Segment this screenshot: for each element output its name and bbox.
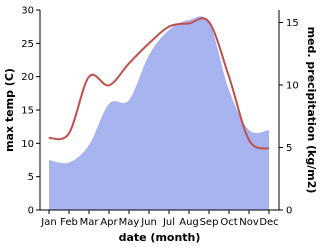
x-tick-label: May: [119, 217, 140, 228]
y-axis-label: max temp (C): [3, 68, 16, 152]
x-tick-label: Dec: [259, 217, 278, 228]
x-tick-label: Nov: [239, 217, 259, 228]
y2-axis-label: med. precipitation (kg/m2): [305, 27, 318, 194]
y-tick-label: 20: [21, 72, 34, 83]
precip-area: [49, 16, 269, 210]
x-tick-label: Jun: [140, 217, 157, 228]
x-axis-label: date (month): [119, 231, 201, 244]
x-tick-label: Sep: [200, 217, 219, 228]
y-tick-label: 10: [21, 139, 34, 150]
x-tick-label: Mar: [80, 217, 100, 228]
y2-tick-label: 15: [286, 18, 299, 29]
x-tick-label: Feb: [60, 217, 78, 228]
x-tick-label: Oct: [220, 217, 237, 228]
x-tick-label: Jan: [40, 217, 56, 228]
y-tick-label: 30: [21, 6, 34, 17]
x-tick-label: Apr: [100, 217, 118, 228]
y2-tick-label: 5: [286, 143, 292, 154]
temp-line: [48, 17, 270, 150]
y2-tick-label: 0: [286, 206, 292, 217]
x-tick-label: Aug: [179, 217, 199, 228]
y-tick-label: 15: [21, 106, 34, 117]
x-tick-label: Jul: [162, 217, 175, 228]
y2-tick-label: 10: [286, 81, 299, 92]
y-tick-label: 25: [21, 39, 34, 50]
y-tick-label: 5: [28, 172, 34, 183]
y-tick-label: 0: [28, 206, 34, 217]
chart: 0 5 10 15 20 25 30 0 5 10 15 Jan Feb Mar Apr May Jun Jul A…: [3, 6, 318, 245]
